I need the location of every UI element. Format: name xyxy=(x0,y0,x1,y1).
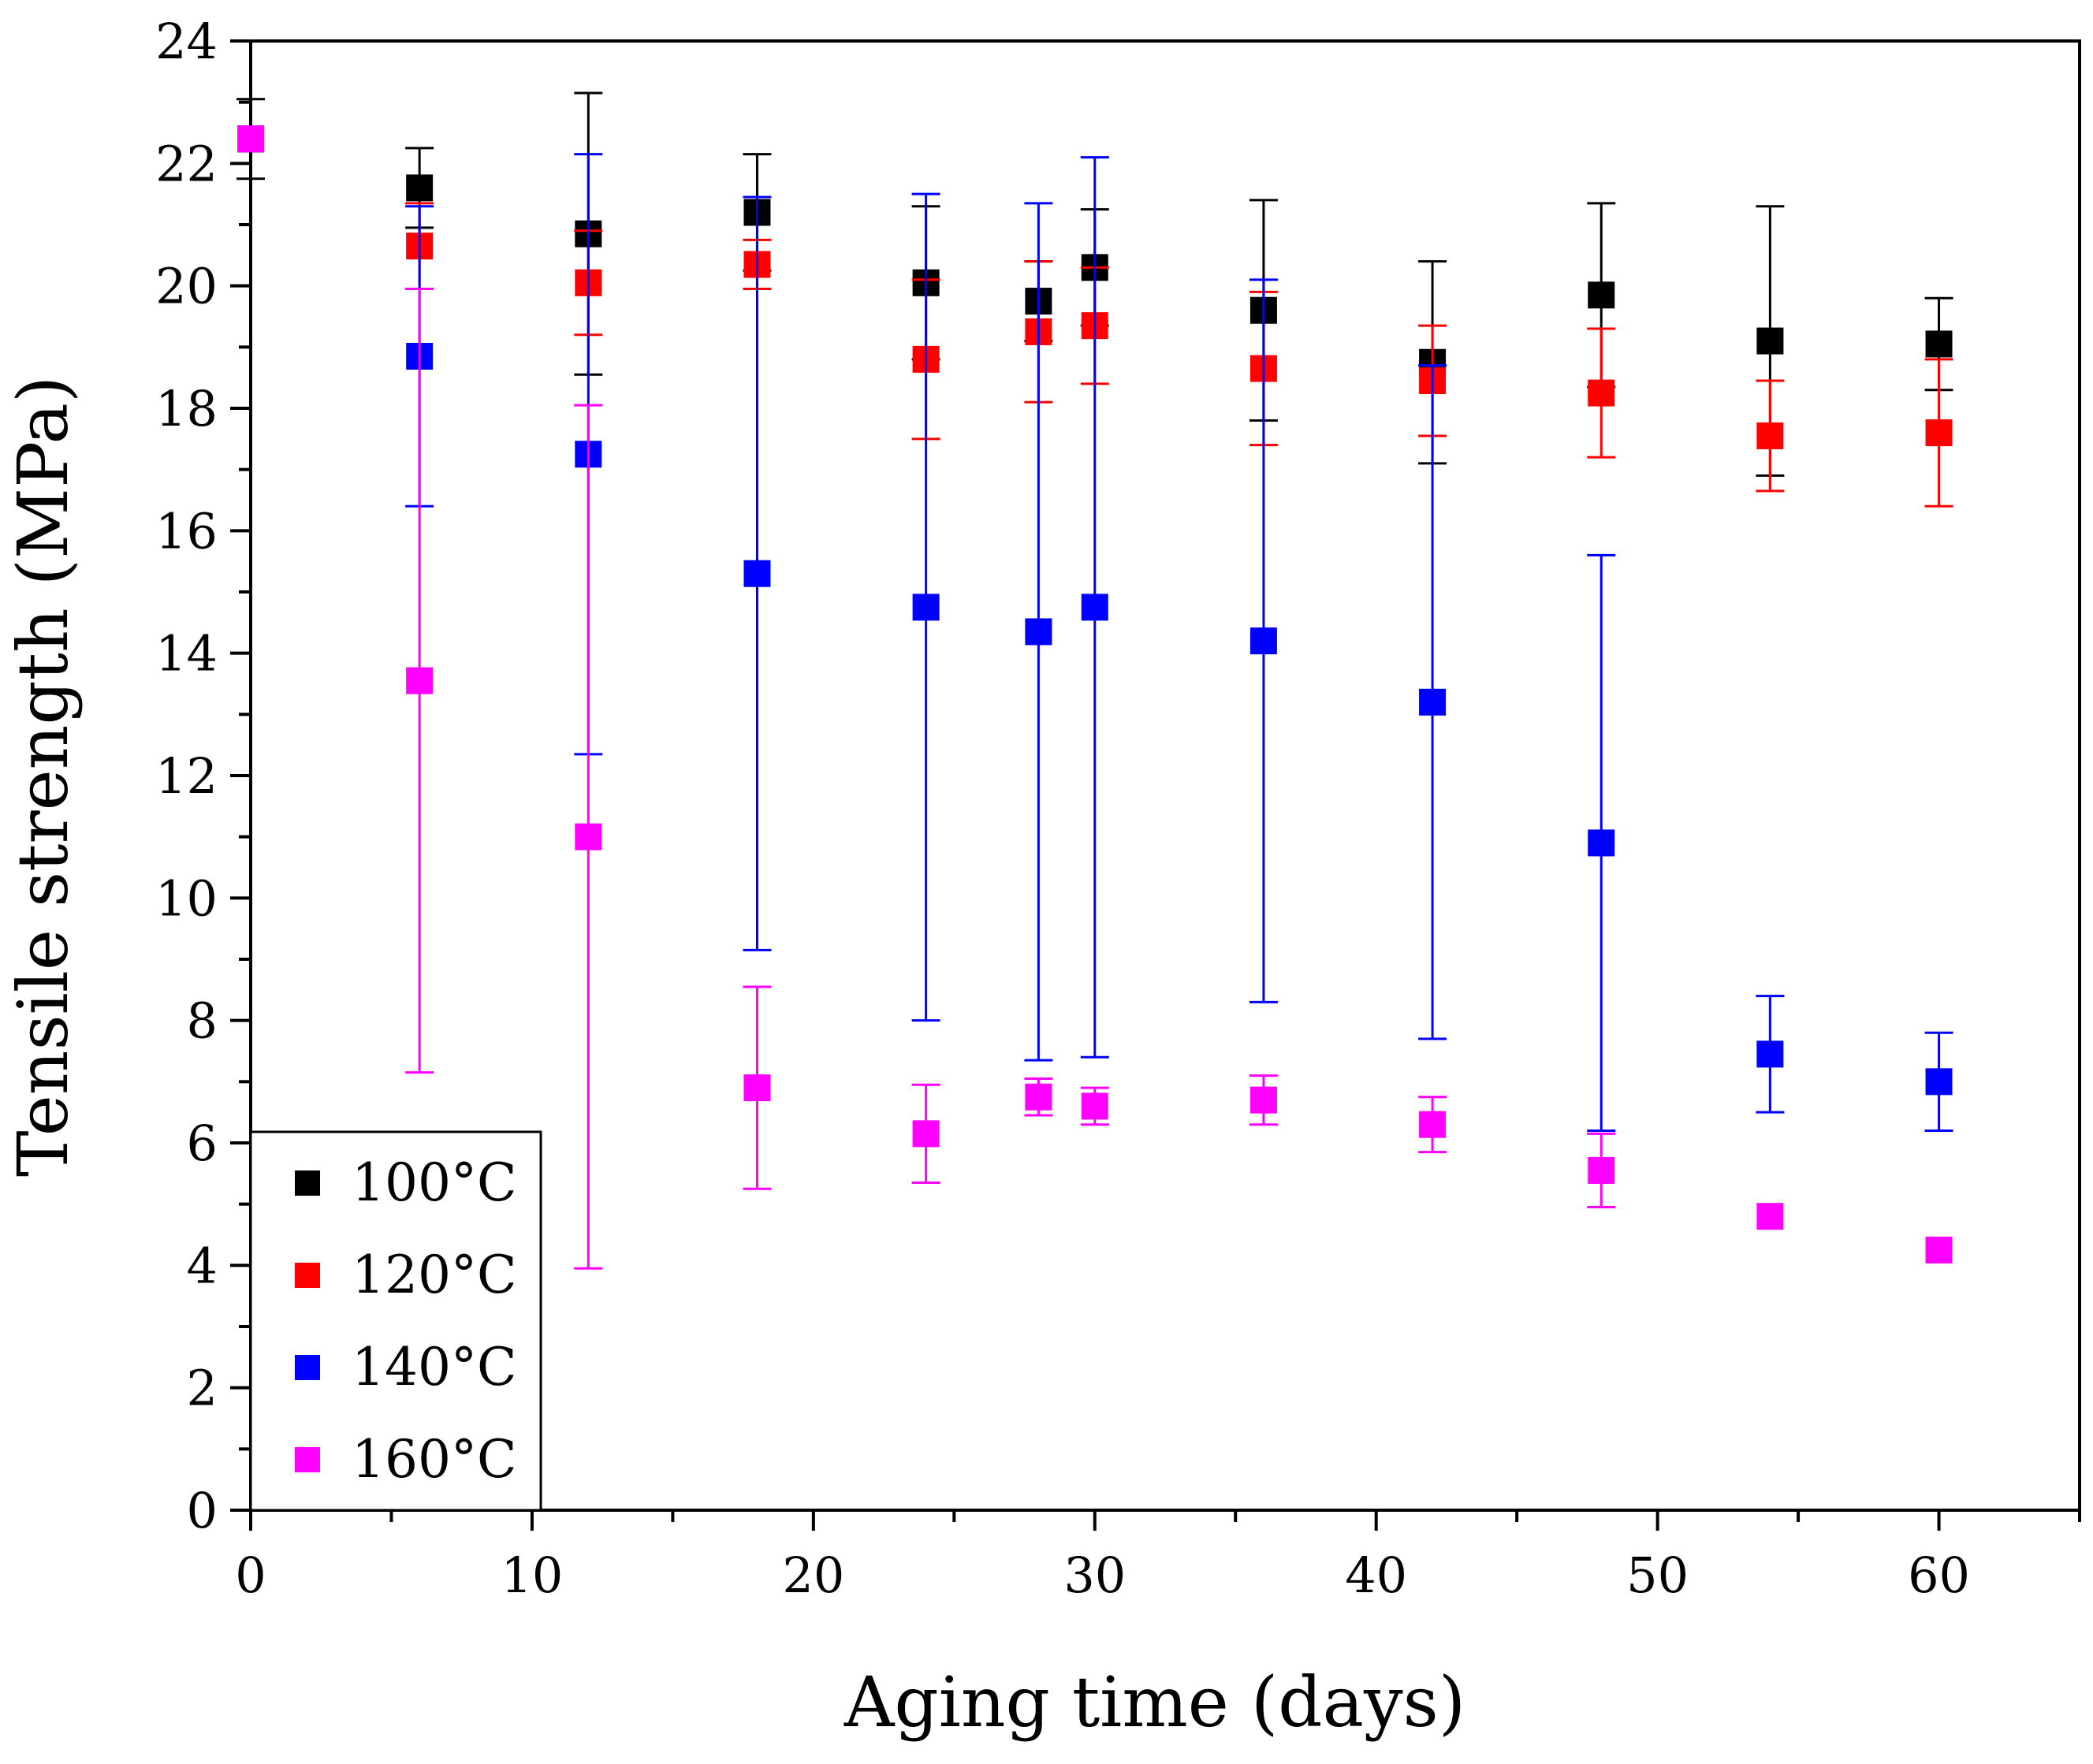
data-point xyxy=(1925,1068,1953,1096)
data-point xyxy=(1588,1156,1615,1184)
x-axis-title: Aging time (days) xyxy=(844,1662,1465,1743)
x-tick-label: 30 xyxy=(1063,1546,1126,1604)
x-tick-label: 60 xyxy=(1908,1546,1970,1604)
data-point xyxy=(1249,627,1277,655)
series-160C xyxy=(237,125,1953,1270)
legend-marker xyxy=(295,1447,320,1472)
data-point xyxy=(1249,1086,1277,1114)
legend: 100°C 120°C 140°C 160°C xyxy=(249,1130,542,1512)
legend-label: 140°C xyxy=(352,1337,516,1397)
data-point xyxy=(1081,1092,1108,1120)
legend-label: 120°C xyxy=(352,1245,516,1305)
data-point xyxy=(743,560,771,587)
series-140C xyxy=(237,125,1953,1132)
data-point xyxy=(406,667,434,694)
data-point xyxy=(1925,1236,1953,1263)
x-tick-label: 10 xyxy=(501,1546,563,1604)
data-point xyxy=(1756,1203,1784,1230)
x-tick-label: 0 xyxy=(235,1546,266,1604)
data-point xyxy=(1756,422,1784,449)
y-tick-label: 2 xyxy=(187,1360,218,1417)
y-tick-label: 6 xyxy=(187,1115,218,1172)
y-tick-label: 20 xyxy=(155,258,218,315)
data-point xyxy=(1419,688,1447,716)
data-point xyxy=(406,174,434,202)
x-tick-label: 20 xyxy=(782,1546,844,1604)
legend-marker xyxy=(295,1355,320,1380)
data-point xyxy=(912,1120,940,1148)
data-layer xyxy=(236,91,1953,1270)
x-tick-label: 50 xyxy=(1626,1546,1689,1604)
y-tick-label: 0 xyxy=(187,1482,218,1539)
y-tick-label: 12 xyxy=(155,747,218,805)
data-point xyxy=(912,594,940,621)
y-tick-label: 22 xyxy=(155,135,218,192)
data-point xyxy=(1756,327,1784,355)
data-point xyxy=(1588,281,1615,309)
data-point xyxy=(1081,594,1108,621)
data-point xyxy=(1025,1083,1052,1111)
y-tick-label: 16 xyxy=(155,502,218,560)
legend-label: 100°C xyxy=(352,1152,516,1213)
y-tick-label: 4 xyxy=(187,1237,218,1294)
x-tick-label: 40 xyxy=(1345,1546,1407,1604)
data-point xyxy=(1025,618,1052,646)
data-point xyxy=(575,823,602,850)
data-point xyxy=(1588,829,1615,857)
y-tick-label: 8 xyxy=(187,992,218,1050)
data-point xyxy=(1588,379,1615,407)
data-point xyxy=(1419,1111,1447,1138)
y-tick-label: 10 xyxy=(155,869,218,927)
y-tick-label: 24 xyxy=(155,13,218,70)
data-point xyxy=(1756,1040,1784,1068)
legend-marker xyxy=(295,1263,320,1288)
y-axis-title: Tensile strength (MPa) xyxy=(2,376,84,1177)
data-point xyxy=(237,125,264,153)
data-point xyxy=(743,1074,771,1102)
data-point xyxy=(1925,419,1953,447)
y-tick-label: 18 xyxy=(155,380,218,437)
legend-label: 160°C xyxy=(352,1429,516,1490)
legend-marker xyxy=(295,1170,320,1196)
y-tick-label: 14 xyxy=(155,625,218,683)
data-point xyxy=(1925,330,1953,358)
